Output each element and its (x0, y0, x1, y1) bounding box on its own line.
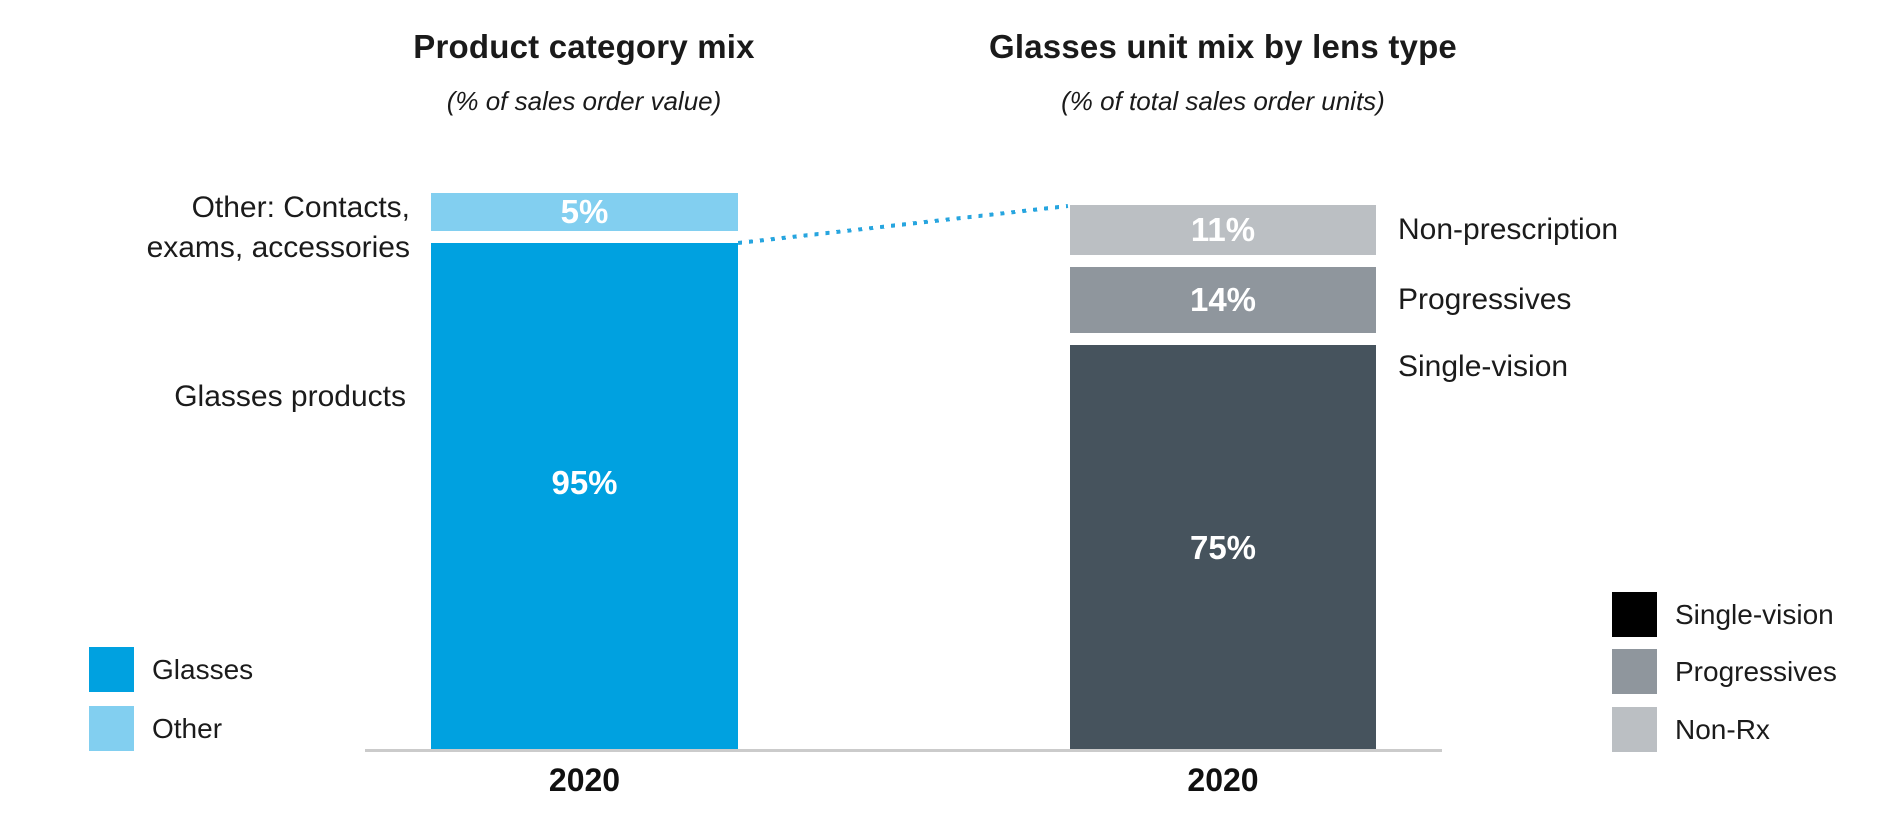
bar-segment-single-vision-value: 75% (1189, 528, 1257, 566)
bar-segment-glasses-value: 95% (551, 463, 618, 501)
left-chart-subtitle: (% of sales order value) (446, 86, 722, 116)
bar-segment-nonrx-value: 11% (1190, 211, 1256, 248)
left-x-label-2020: 2020 (548, 762, 621, 798)
legend-item-single-vision: Single-vision (1612, 592, 1834, 637)
bar-segment-single-vision: 75% (1070, 345, 1376, 750)
progressives-swatch-icon (1612, 649, 1657, 694)
annotation-other-contacts: Other: Contacts, exams, accessories (100, 188, 410, 268)
legend-item-other: Other (89, 706, 222, 751)
legend-label-glasses: Glasses (152, 653, 254, 685)
bar-segment-progressives-value: 14% (1189, 281, 1257, 318)
bar-segment-nonrx: 11% (1070, 205, 1376, 255)
right-x-label-2020: 2020 (1187, 762, 1259, 798)
single-vision-swatch-icon (1612, 592, 1657, 637)
glasses-swatch-icon (89, 647, 134, 692)
bar-segment-progressives: 14% (1070, 267, 1376, 333)
legend-item-glasses: Glasses (89, 647, 253, 692)
right-chart-title: Glasses unit mix by lens type (989, 28, 1457, 65)
annotation-glasses-products: Glasses products (174, 380, 406, 413)
legend-label-other: Other (152, 712, 223, 744)
legend-label-non-rx: Non-Rx (1675, 713, 1770, 745)
bar-segment-glasses: 95% (431, 243, 738, 750)
left-chart-title: Product category mix (413, 28, 755, 65)
other-swatch-icon (89, 706, 134, 751)
legend-item-progressives: Progressives (1612, 649, 1837, 694)
legend-label-progressives: Progressives (1675, 655, 1837, 687)
annotation-other-line1: Other: Contacts, (191, 191, 410, 224)
non-rx-swatch-icon (1612, 707, 1657, 752)
annotation-progressives: Progressives (1398, 283, 1572, 316)
legend-label-single-vision: Single-vision (1675, 598, 1834, 630)
dotted-connector-line (737, 204, 1069, 245)
annotation-single-vision: Single-vision (1398, 350, 1569, 383)
bar-segment-other-value: 5% (560, 193, 609, 230)
annotation-other-line2: exams, accessories (146, 231, 410, 264)
bar-segment-other: 5% (431, 193, 738, 231)
legend-item-non-rx: Non-Rx (1612, 707, 1770, 752)
x-axis-line (365, 749, 1442, 752)
annotation-non-prescription: Non-prescription (1398, 213, 1619, 246)
right-chart-subtitle: (% of total sales order units) (1061, 86, 1385, 116)
